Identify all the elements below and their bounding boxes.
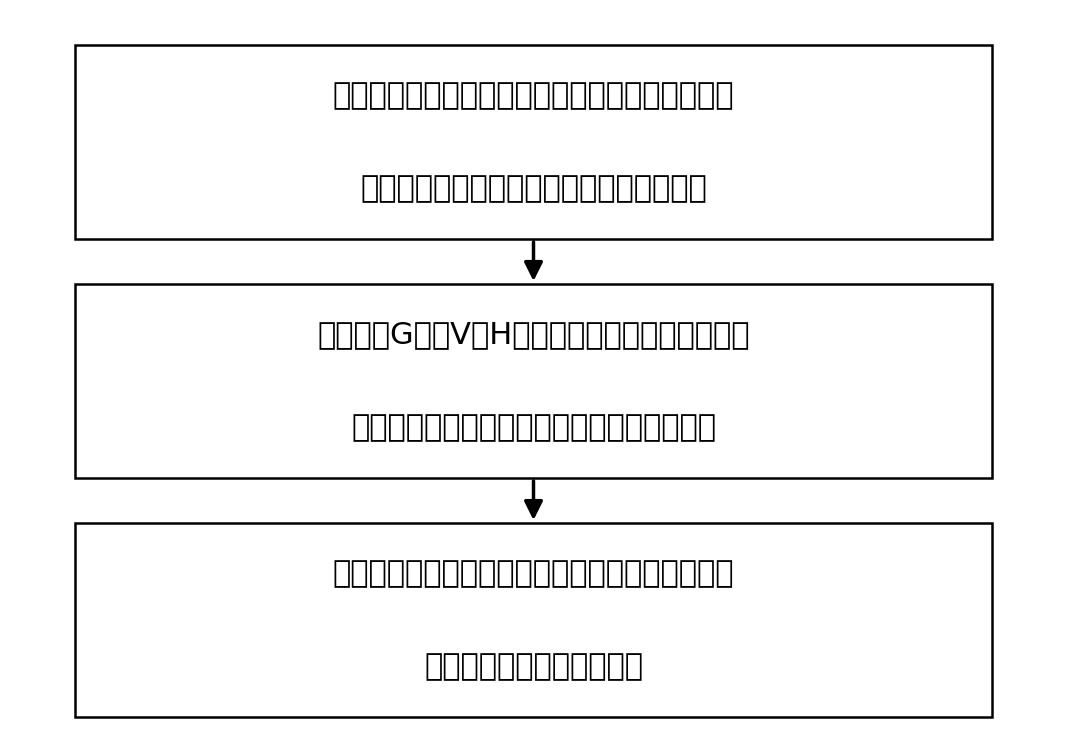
Text: 运用图论中求两点间最短路径的算法求综合代价最: 运用图论中求两点间最短路径的算法求综合代价最 xyxy=(333,560,734,588)
Text: 的路径规划数学模型，并确定出发点、目标点: 的路径规划数学模型，并确定出发点、目标点 xyxy=(351,413,716,441)
FancyBboxPatch shape xyxy=(75,284,992,478)
Text: 以有向图G＝（V，H）的形式，建立考虑综合代价: 以有向图G＝（V，H）的形式，建立考虑综合代价 xyxy=(317,320,750,349)
Text: 与运动路径，获得机器人可能位置、路径图: 与运动路径，获得机器人可能位置、路径图 xyxy=(361,174,706,202)
Text: 小的路径，并输出路径结果: 小的路径，并输出路径结果 xyxy=(424,652,643,681)
FancyBboxPatch shape xyxy=(75,45,992,239)
Text: 以扩展表面展开图的方式，确定机器人可能的位置: 以扩展表面展开图的方式，确定机器人可能的位置 xyxy=(333,81,734,110)
FancyBboxPatch shape xyxy=(75,523,992,717)
